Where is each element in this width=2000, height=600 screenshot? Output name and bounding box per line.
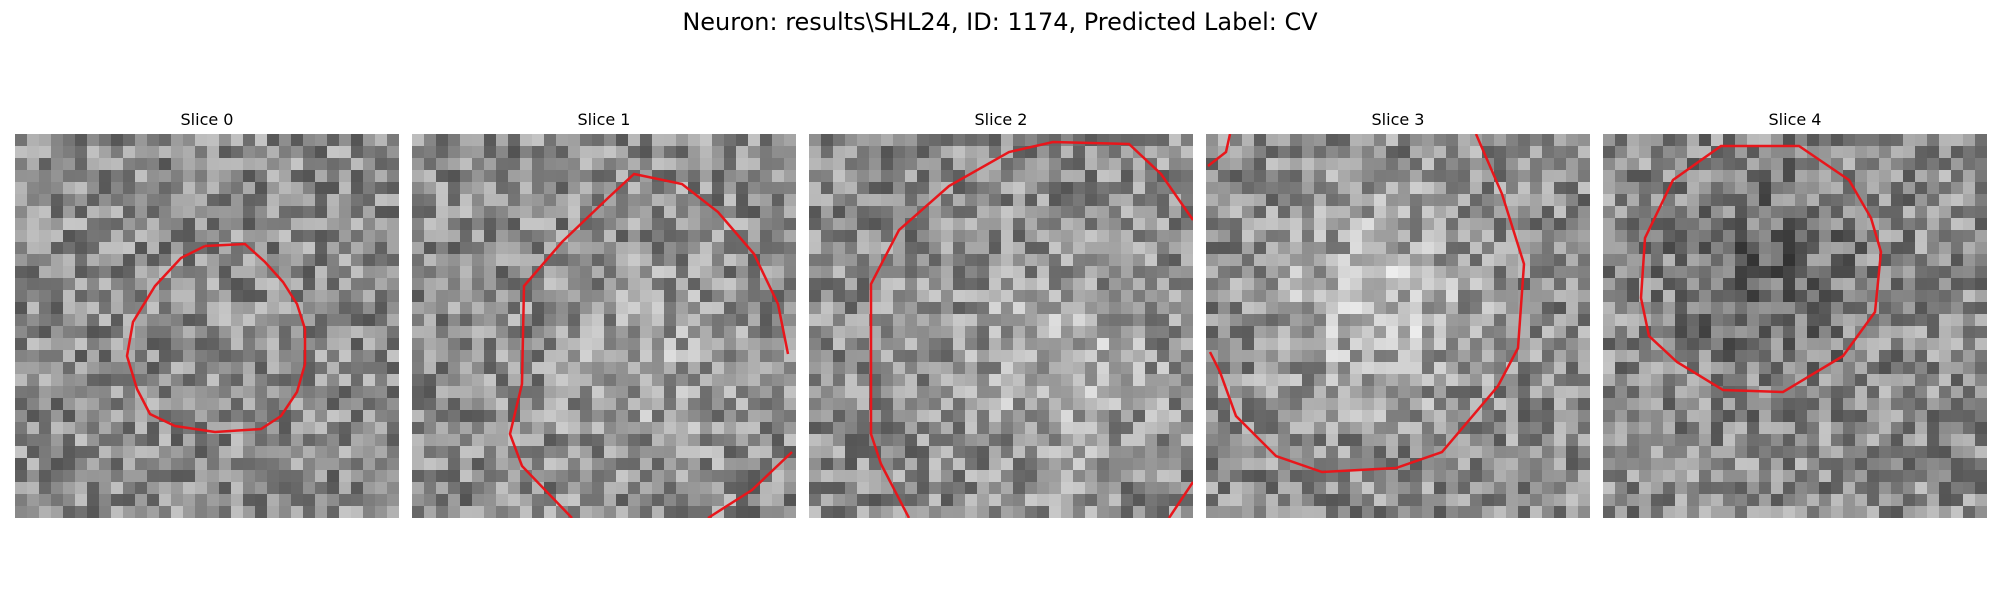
grayscale-pixel-grid xyxy=(15,134,399,518)
slice-image-0 xyxy=(15,134,399,518)
grayscale-pixel-grid xyxy=(412,134,796,518)
contour-line xyxy=(1167,481,1193,518)
slice-image-4 xyxy=(1603,134,1987,518)
contour-line xyxy=(508,172,790,518)
contour-line xyxy=(125,242,307,434)
slice-title: Slice 2 xyxy=(974,110,1028,129)
figure-title: Neuron: results\SHL24, ID: 1174, Predict… xyxy=(682,8,1318,36)
contour-line xyxy=(707,451,793,518)
grayscale-pixel-grid xyxy=(1206,134,1590,518)
slice-title: Slice 1 xyxy=(577,110,631,129)
slice-title: Slice 3 xyxy=(1371,110,1425,129)
slice-image-3 xyxy=(1206,134,1590,518)
grayscale-pixel-grid xyxy=(809,134,1193,518)
slice-title: Slice 0 xyxy=(180,110,234,129)
grayscale-pixel-grid xyxy=(1603,134,1987,518)
slice-title: Slice 4 xyxy=(1768,110,1822,129)
contour-line xyxy=(1639,144,1883,394)
contour-line xyxy=(1208,134,1526,474)
contour-line xyxy=(869,140,1193,518)
slice-image-1 xyxy=(412,134,796,518)
contour-line xyxy=(1207,134,1232,167)
slice-image-2 xyxy=(809,134,1193,518)
